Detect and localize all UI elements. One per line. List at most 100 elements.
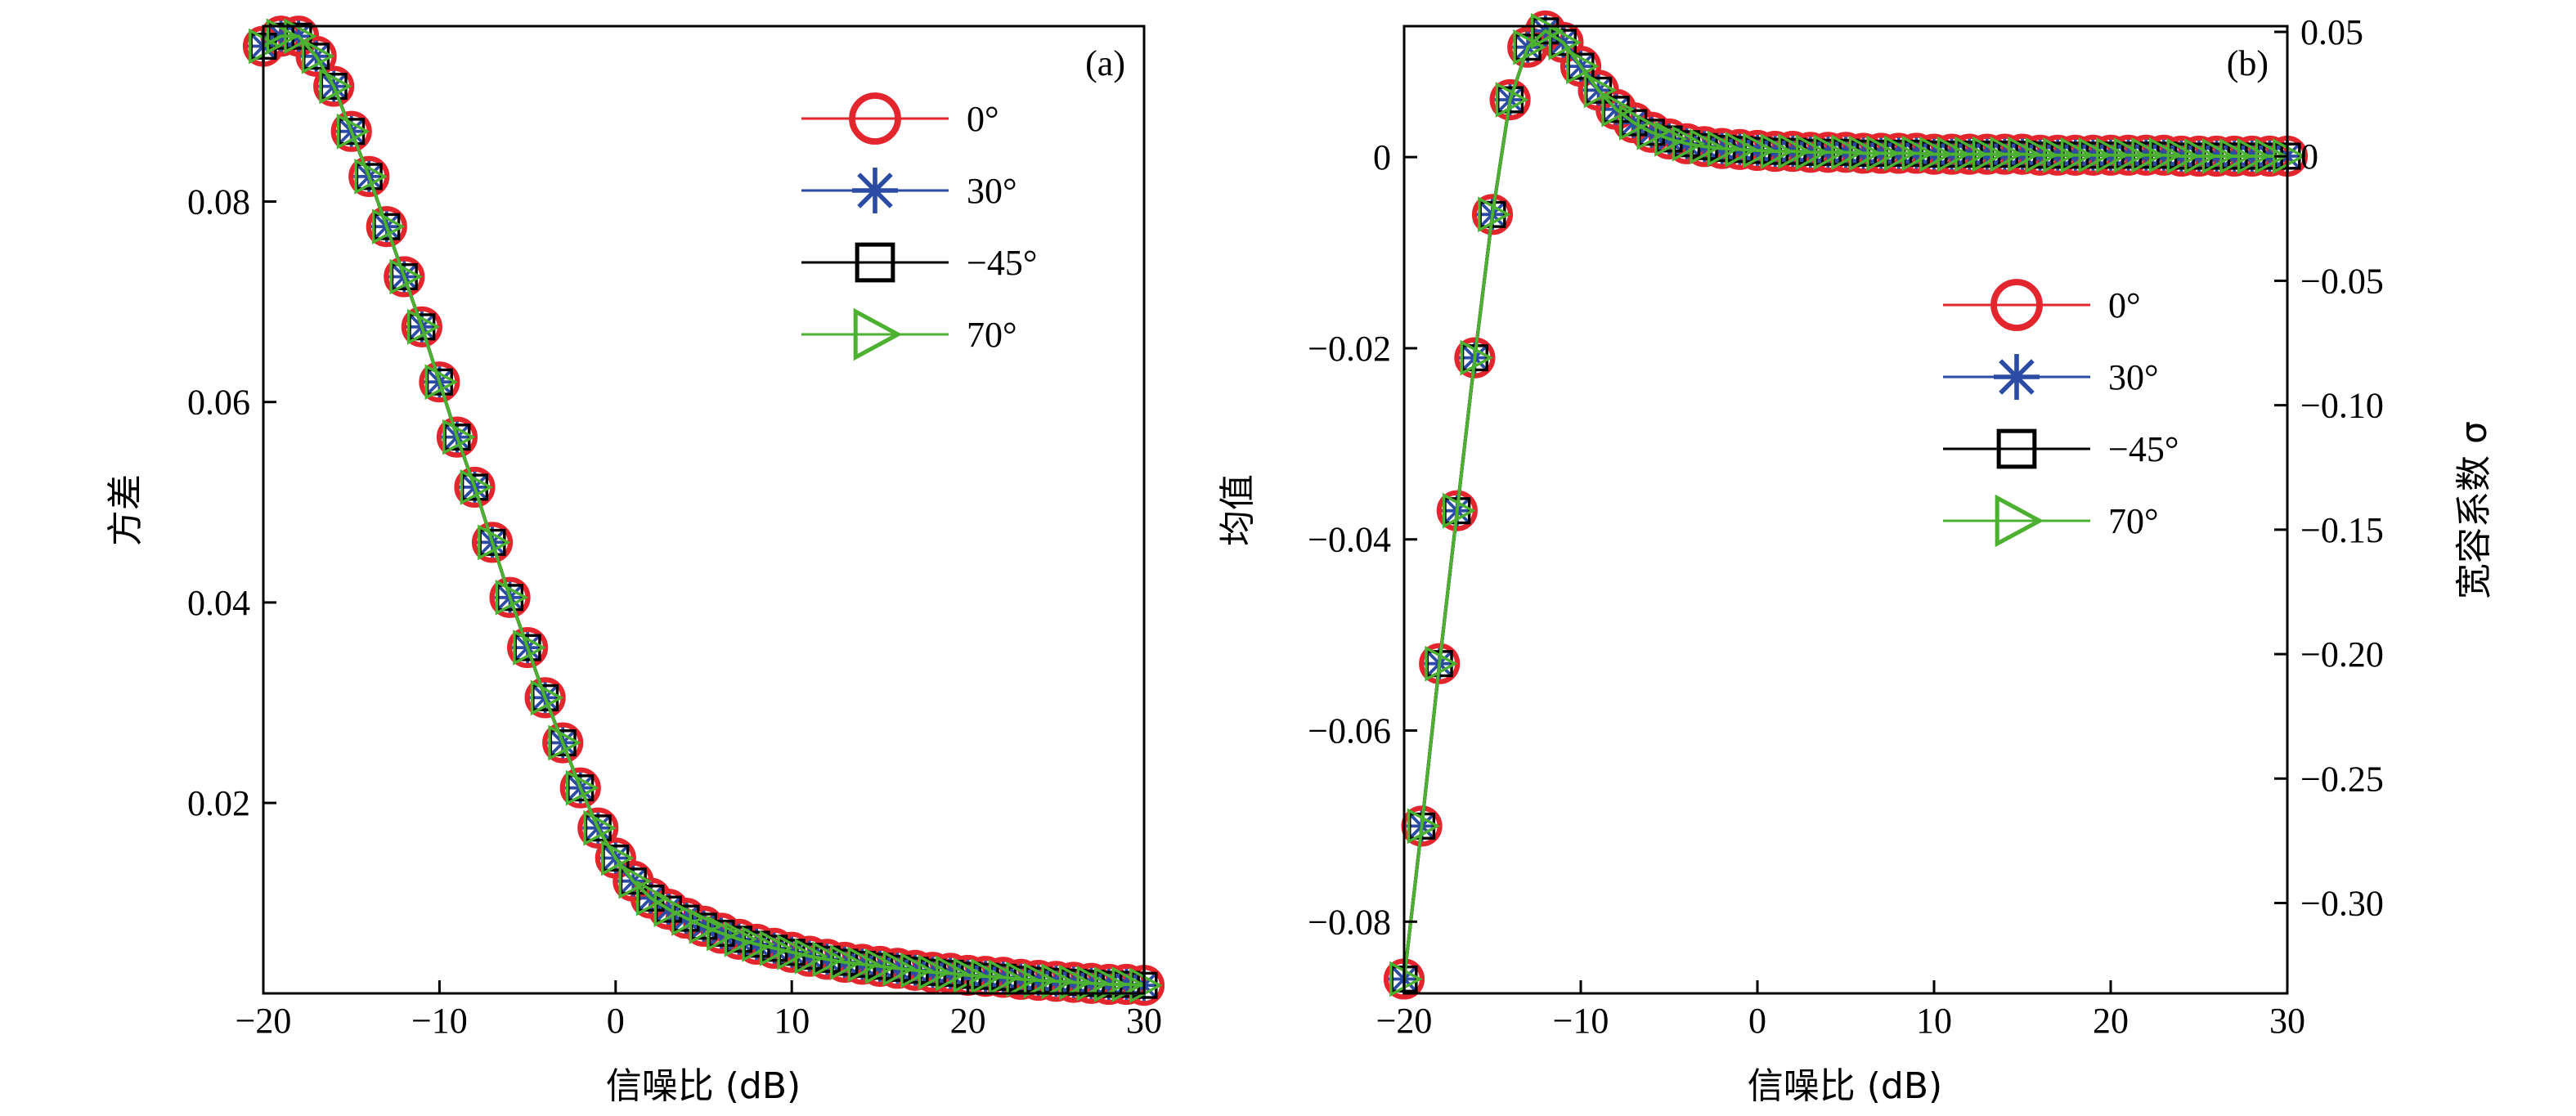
y-tick-label: −0.08 <box>1308 902 1391 942</box>
panel-a-series-3-point <box>1094 966 1128 1002</box>
right-y-tick-label: −0.30 <box>2300 883 2384 923</box>
panel-b-y-axis-title: 均值 <box>1217 474 1259 546</box>
panel-a-x-axis-title: 信噪比 (dB) <box>606 1065 801 1107</box>
panel-a-series-3-point <box>847 946 881 983</box>
legend-square-marker <box>855 242 895 283</box>
x-tick-label: 0 <box>607 1001 625 1041</box>
panel-a-series-3-point <box>319 68 352 105</box>
panel-a-series-3-point <box>812 941 846 978</box>
panel-a-series-3-point <box>759 930 793 966</box>
panel-b-series-3-point <box>1601 91 1635 128</box>
panel-a-series-3-point <box>918 954 952 991</box>
panel-a-series-3-point <box>1111 966 1146 1002</box>
legend-label: −45° <box>2108 429 2179 469</box>
x-tick-label: −20 <box>1376 1001 1433 1041</box>
panel-a-series-3-point <box>777 934 810 970</box>
panel-b-tag: (b) <box>2227 43 2269 83</box>
legend-label: 0° <box>2108 285 2141 325</box>
panel-b-series-3-point <box>1813 134 1847 171</box>
panel-b-series-3-point <box>1566 48 1600 84</box>
legend-label: 30° <box>2108 357 2159 397</box>
legend-circle-marker <box>849 92 901 145</box>
panel-a: −20 −10 0 10 20 30 0.02 0.04 0.06 0.08 (a) 信噪比 (… <box>105 16 1165 1107</box>
panel-a-y-ticks: 0.02 0.04 0.06 0.08 <box>187 182 276 823</box>
panel-b-series-3-point <box>1407 808 1441 845</box>
y-tick-label: 0.02 <box>187 783 250 823</box>
panel-b-series-3-point <box>1690 128 1723 165</box>
panel-a-series-3-point <box>354 159 388 195</box>
panel-a-series-3-point <box>266 18 300 55</box>
legend-asterisk-marker <box>1994 354 2040 400</box>
panel-b-legend: 0° 30° −45° 70° <box>1943 279 2179 548</box>
panel-a-series-3-point <box>936 955 969 992</box>
panel-b-series-3-point <box>1636 114 1670 150</box>
panel-b-series-3-point <box>2148 137 2183 173</box>
right-y-tick-label: −0.15 <box>2300 510 2384 550</box>
panel-b-legend-entry-3: 70° <box>1943 494 2159 548</box>
panel-b-series-3-point <box>1795 134 1829 171</box>
x-tick-label: 10 <box>774 1001 810 1041</box>
x-tick-label: 30 <box>1126 1001 1162 1041</box>
panel-a-series-3-point <box>478 524 511 561</box>
panel-a-series-3-point <box>742 926 775 962</box>
legend-label: 30° <box>967 171 1017 211</box>
panel-a-series-3-point <box>600 840 635 876</box>
panel-b-series-3-point <box>1725 131 1758 168</box>
panel-b-series-3-point <box>1760 133 1794 170</box>
panel-b-legend-entry-0: 0° <box>1943 279 2141 331</box>
panel-b-x-axis-title: 信噪比 (dB) <box>1748 1065 1942 1107</box>
panel-b-series-3-point <box>1548 25 1582 61</box>
panel-a-series-3-point <box>284 18 317 55</box>
panel-a-series-3-point <box>336 113 370 150</box>
panel-a-series-3-point <box>707 915 740 952</box>
panel-a-series-3-point <box>971 958 1004 995</box>
panel-a-series-3-point <box>371 208 406 245</box>
panel-b-series-3-point <box>1672 125 1706 162</box>
panel-b-series-3-point <box>2008 136 2041 173</box>
panel-a-series-3-point <box>495 579 529 616</box>
panel-b-series-3-point <box>2113 137 2147 173</box>
panel-b: −20 −10 0 10 20 30 −0.08 −0.06 −0.04 −0.02 0 0.05… <box>1217 10 2495 1107</box>
panel-a-series-3-point <box>530 679 564 716</box>
panel-b-series-3-point <box>1919 136 1953 173</box>
panel-a-series-3-point <box>900 952 934 988</box>
panel-a-axes-frame <box>262 25 1146 995</box>
y-tick-label: −0.06 <box>1308 711 1391 751</box>
x-tick-label: −10 <box>1553 1001 1609 1041</box>
panel-a-series-3-point <box>565 769 599 806</box>
panel-a-legend-entry-2: −45° <box>801 242 1037 283</box>
panel-a-series-3-point <box>882 950 917 987</box>
right-y-tick-label: −0.25 <box>2300 759 2384 799</box>
panel-a-series-3-point <box>424 364 458 401</box>
panel-b-series-3-point <box>1848 135 1883 172</box>
panel-a-legend-entry-3: 70° <box>801 307 1017 361</box>
panel-a-legend: 0° 30° −45° 70° <box>801 92 1037 361</box>
panel-a-series-3-point <box>1023 962 1057 998</box>
y-tick-label: 0.04 <box>187 583 250 623</box>
panel-a-series-3-point <box>548 724 581 761</box>
legend-label: 70° <box>967 315 1017 355</box>
panel-a-series-3-point <box>301 38 335 74</box>
x-tick-label: 20 <box>2093 1001 2129 1041</box>
panel-b-series-3-point <box>2255 138 2288 174</box>
panel-b-series-3-point <box>1743 132 1776 168</box>
panel-b-series-3-point <box>1707 130 1741 167</box>
panel-b-series-3-point <box>1954 136 1988 173</box>
panel-b-series-3-point <box>1936 136 1971 173</box>
panel-b-series-3-point <box>1901 135 1935 172</box>
panel-a-series-3-point <box>389 258 423 295</box>
panel-a-series-3-point <box>1058 964 1093 1001</box>
panel-b-series-3-point <box>1866 135 1900 172</box>
panel-b-series-3-point <box>2025 137 2059 173</box>
right-y-tick-label: −0.05 <box>2300 261 2384 301</box>
panel-a-series-3-point <box>794 938 828 975</box>
panel-b-series-3-point <box>1460 339 1493 376</box>
panel-b-series-3-point <box>2060 137 2094 173</box>
panel-a-legend-entry-1: 30° <box>801 168 1017 213</box>
legend-triangle-right-marker <box>853 307 903 361</box>
legend-triangle-right-marker <box>1995 494 2044 548</box>
panel-b-series-3-point <box>1425 645 1458 682</box>
legend-circle-marker <box>1990 279 2043 331</box>
